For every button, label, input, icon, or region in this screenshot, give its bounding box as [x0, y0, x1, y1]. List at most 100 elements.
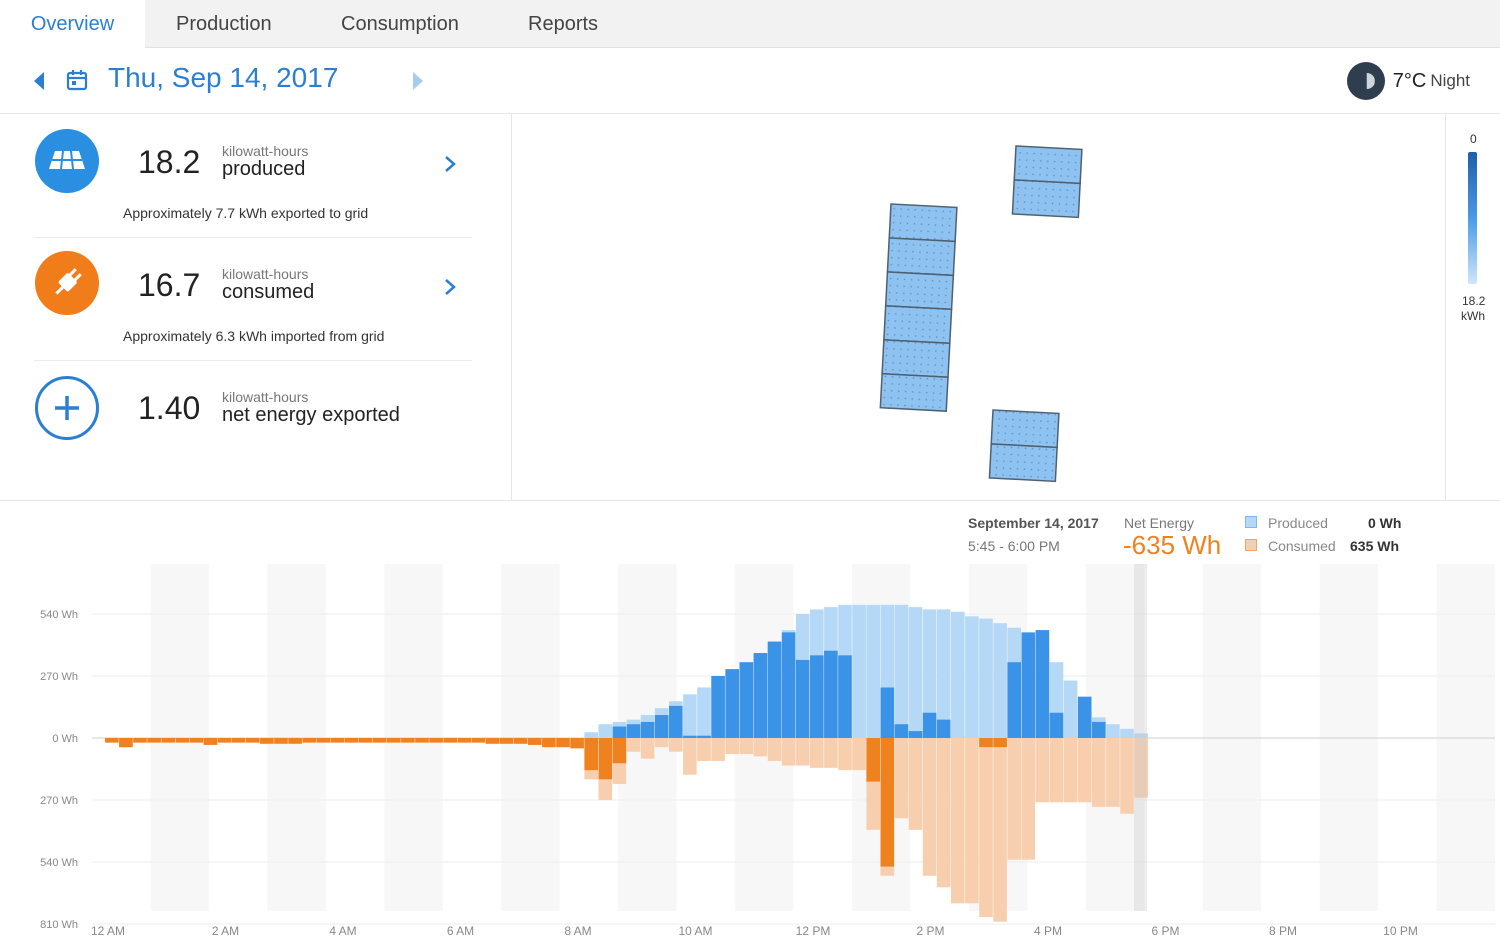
produced-bar [697, 687, 711, 738]
consumed-bar [795, 738, 810, 766]
solar-panel[interactable] [884, 271, 955, 311]
consumed-direct-bar [443, 738, 457, 743]
produced-direct-bar [725, 669, 739, 738]
calendar-icon[interactable] [66, 69, 88, 91]
previous-day-arrow-icon[interactable] [34, 72, 44, 90]
consumed-bar [951, 738, 965, 904]
consumed-direct-bar [189, 738, 204, 743]
consumed-bar [1035, 738, 1050, 803]
solar-panel[interactable] [888, 203, 958, 243]
consumed-direct-bar [387, 738, 401, 743]
consumed-direct-bar [866, 738, 880, 782]
solar-panel[interactable] [1013, 145, 1083, 185]
produced-direct-bar [922, 712, 937, 738]
produced-direct-bar [1007, 662, 1021, 738]
x-tick-label: 8 PM [1269, 924, 1297, 938]
consumed-direct-bar [274, 738, 288, 744]
consumed-direct-bar [119, 738, 133, 748]
solar-panel[interactable] [881, 339, 951, 379]
legend-consumed-label: Consumed [1268, 538, 1336, 554]
solar-panel-icon [35, 129, 99, 193]
consumed-direct-bar [217, 738, 232, 743]
consumed-value: 16.7 [138, 267, 201, 303]
consumed-chevron-right-icon[interactable] [443, 277, 457, 297]
tab-production[interactable]: Production [176, 13, 272, 35]
net-energy-label: net energy exported [222, 404, 400, 426]
next-day-arrow-icon[interactable] [413, 72, 423, 90]
x-tick-label: 4 AM [329, 924, 356, 938]
produced-bar [965, 616, 979, 738]
produced-bar [852, 604, 866, 738]
produced-bar [908, 607, 923, 738]
tab-reports[interactable]: Reports [528, 13, 599, 35]
temperature: 7°C [1392, 69, 1427, 92]
y-axis-labels: 540 Wh 270 Wh 0 Wh 270 Wh 540 Wh 810 Wh [40, 609, 78, 931]
consumed-unit: kilowatt-hours [222, 266, 309, 282]
consumed-bar [767, 738, 782, 761]
tooltip-net-value: -635 Wh [1123, 530, 1222, 560]
x-tick-label: 2 PM [916, 924, 944, 938]
produced-chevron-right-icon[interactable] [443, 154, 457, 174]
consumed-direct-bar [175, 738, 190, 743]
consumed-direct-bar [556, 738, 570, 748]
solar-panel[interactable] [1011, 179, 1081, 219]
solar-array-map [513, 114, 1445, 500]
legend-produced-label: Produced [1268, 515, 1328, 531]
consumed-bar [683, 738, 697, 775]
produced-direct-bar [683, 735, 697, 738]
production-scale: 0 18.2 kWh [1445, 114, 1500, 500]
produced-label: produced [222, 158, 306, 180]
chart-bars [105, 604, 1148, 922]
produced-bar [979, 618, 993, 738]
consumed-bar [810, 738, 824, 768]
consumed-direct-bar [330, 738, 345, 743]
produced-direct-bar [1077, 696, 1092, 738]
tab-overview[interactable]: Overview [0, 0, 145, 49]
solar-panel[interactable] [990, 409, 1060, 449]
tooltip-time-range: 5:45 - 6:00 PM [968, 538, 1060, 554]
energy-chart[interactable]: 540 Wh 270 Wh 0 Wh 270 Wh 540 Wh 810 Wh 12 AM… [0, 501, 1500, 947]
produced-bar [1120, 728, 1134, 738]
scale-bottom-label: 18.2 [1462, 294, 1486, 308]
consumed-bar [908, 738, 923, 830]
consumed-bar [654, 738, 669, 748]
x-tick-label: 12 PM [796, 924, 831, 938]
solar-panel[interactable] [988, 443, 1058, 483]
consumed-direct-bar [372, 738, 387, 743]
divider [34, 237, 472, 238]
consumed-bar [669, 738, 683, 752]
solar-panels [879, 145, 1083, 483]
consumed-label: consumed [222, 281, 315, 303]
produced-direct-bar [697, 735, 711, 738]
produced-direct-bar [711, 676, 725, 738]
produced-direct-bar [1035, 630, 1050, 738]
produced-bar [894, 604, 909, 738]
date-bar: Thu, Sep 14, 2017 7°C Night [0, 48, 1500, 114]
tooltip-net-label: Net Energy [1124, 515, 1195, 531]
consumed-direct-bar [260, 738, 274, 744]
consumed-note: Approximately 6.3 kWh imported from grid [123, 328, 385, 344]
produced-bar [951, 611, 965, 738]
y-tick-label: 810 Wh [40, 919, 78, 931]
consumed-direct-bar [513, 738, 528, 744]
tooltip-date: September 14, 2017 [968, 515, 1099, 531]
solar-panel[interactable] [879, 372, 949, 412]
produced-direct-bar [753, 653, 768, 738]
consumed-direct-bar [161, 738, 175, 743]
y-tick-label: 270 Wh [40, 671, 78, 683]
consumed-direct-bar [246, 738, 260, 743]
consumed-bar [1049, 738, 1064, 803]
produced-direct-bar [1049, 712, 1064, 738]
produced-direct-bar [626, 724, 641, 738]
consumed-bar [640, 738, 655, 759]
consumed-direct-bar [231, 738, 246, 743]
consumed-direct-bar [542, 738, 556, 748]
solar-panel[interactable] [883, 305, 953, 345]
date-label[interactable]: Thu, Sep 14, 2017 [108, 62, 339, 93]
tab-consumption[interactable]: Consumption [341, 13, 459, 35]
produced-direct-bar [767, 641, 782, 738]
scale-unit-label: kWh [1461, 309, 1485, 323]
solar-panel[interactable] [886, 237, 956, 277]
scale-top-label: 0 [1470, 132, 1477, 146]
produced-direct-bar [739, 662, 754, 738]
